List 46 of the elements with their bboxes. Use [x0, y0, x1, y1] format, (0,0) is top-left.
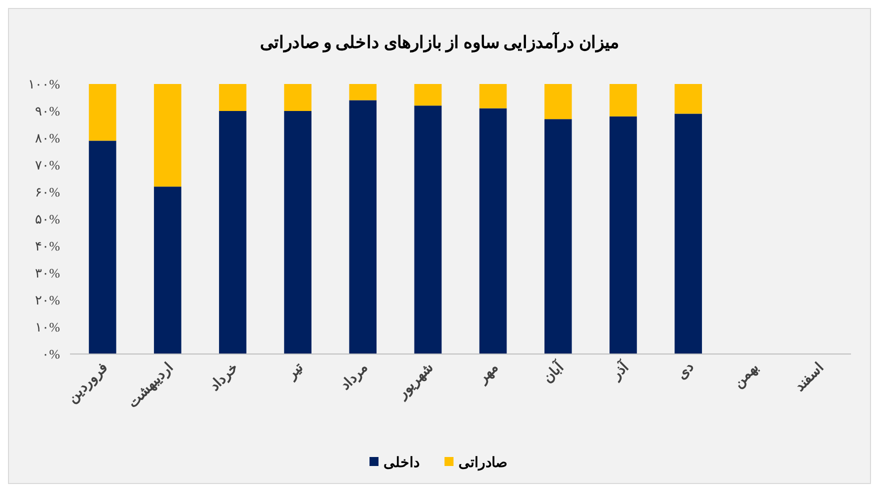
bar: [414, 84, 442, 106]
x-tick-label: اسفند: [792, 360, 828, 395]
y-tick-label: ۱۰۰%: [28, 76, 60, 92]
x-tick-label: آذر: [606, 357, 633, 384]
x-tick-label: دی: [674, 360, 698, 383]
bar: [479, 84, 507, 108]
bar: [88, 84, 116, 141]
x-tick-label: مهر: [475, 360, 502, 388]
bar: [284, 111, 312, 354]
bar: [154, 84, 182, 187]
bar: [284, 84, 312, 111]
x-tick-label: مرداد: [338, 360, 372, 394]
legend-label: صادراتی: [458, 456, 508, 471]
x-tick-label: فروردین: [65, 360, 112, 406]
bar: [154, 186, 182, 354]
bar: [349, 84, 377, 100]
x-tick-label: بهمن: [731, 360, 762, 392]
y-tick-label: ۳۰%: [35, 266, 60, 281]
bar: [88, 140, 116, 354]
y-tick-label: ۵۰%: [35, 212, 60, 227]
bar: [219, 111, 246, 354]
y-tick-label: ۹۰%: [35, 104, 60, 119]
bar: [479, 108, 507, 354]
bar: [610, 84, 637, 116]
x-tick-label: تیر: [284, 360, 307, 383]
bar: [674, 84, 702, 114]
x-tick-label: اردیبهشت: [126, 360, 176, 412]
bar: [610, 116, 637, 354]
legend-label: داخلی: [384, 456, 420, 471]
x-tick-label: شهریور: [394, 360, 437, 403]
chart-title: میزان درآمدزایی ساوه از بازارهای داخلی و صادراتی: [260, 31, 619, 53]
bar: [219, 84, 246, 111]
bar: [544, 84, 572, 120]
x-tick-label: آبان: [538, 357, 568, 386]
y-tick-label: ۸۰%: [35, 130, 60, 146]
bar: [414, 106, 442, 354]
x-tick-label: خرداد: [208, 360, 242, 394]
bar: [349, 100, 377, 354]
y-tick-label: ۲۰%: [35, 292, 60, 308]
y-tick-label: ۷۰%: [35, 158, 60, 173]
bar: [674, 114, 702, 354]
y-tick-label: ۱۰%: [35, 320, 60, 335]
y-tick-label: ۴۰%: [35, 238, 60, 254]
bar: [544, 119, 572, 354]
y-tick-label: ۶۰%: [35, 184, 60, 200]
y-tick-label: ۰%: [42, 346, 60, 362]
